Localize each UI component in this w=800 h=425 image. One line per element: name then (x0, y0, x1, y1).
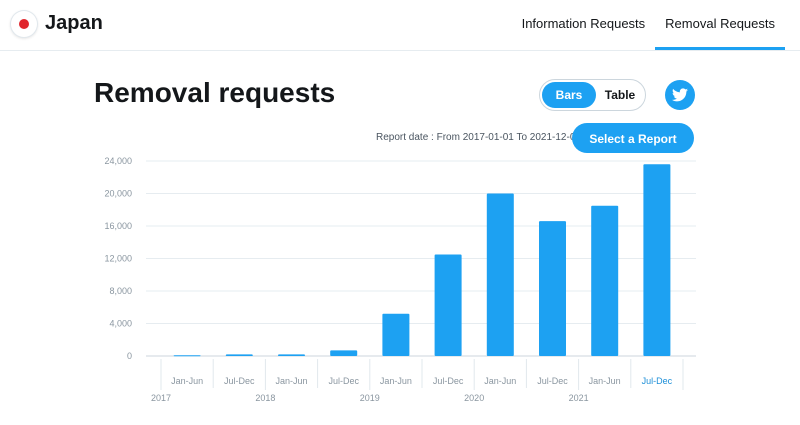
x-year-label: 2019 (360, 393, 380, 403)
tab-information-requests[interactable]: Information Requests (521, 16, 646, 31)
report-date: Report date : From 2017-01-01 To 2021-12… (376, 132, 581, 143)
x-year-label: 2021 (569, 393, 589, 403)
x-category-label: Jan-Jun (171, 376, 203, 386)
twitter-share-button[interactable] (665, 80, 695, 110)
flag-sun (19, 19, 29, 29)
x-category-label: Jul-Dec (224, 376, 255, 386)
y-tick-label: 0 (127, 351, 132, 361)
x-category-label: Jan-Jun (380, 376, 412, 386)
bar (278, 354, 305, 356)
y-tick-label: 12,000 (104, 254, 132, 264)
y-tick-label: 16,000 (104, 221, 132, 231)
view-toggle: Bars Table (539, 79, 646, 111)
x-category-label: Jul-Dec (642, 376, 673, 386)
y-tick-label: 24,000 (104, 156, 132, 166)
y-tick-label: 4,000 (109, 319, 132, 329)
x-year-label: 2018 (255, 393, 275, 403)
tab-removal-requests[interactable]: Removal Requests (655, 0, 785, 50)
select-report-button[interactable]: Select a Report (572, 123, 694, 153)
bars-toggle-button[interactable]: Bars (542, 82, 596, 108)
header: Japan Information Requests Removal Reque… (0, 0, 800, 51)
nav-tabs: Information Requests Removal Requests (512, 0, 785, 50)
twitter-bird-icon (672, 88, 688, 102)
japan-flag-icon (11, 11, 37, 37)
x-category-label: Jul-Dec (537, 376, 568, 386)
page-title: Removal requests (94, 77, 336, 108)
bar (591, 205, 619, 356)
bar (382, 313, 410, 356)
bar (330, 350, 358, 356)
x-category-label: Jul-Dec (433, 376, 464, 386)
bar (643, 164, 671, 356)
x-category-label: Jan-Jun (275, 376, 307, 386)
bar (173, 355, 201, 357)
bar (486, 193, 514, 356)
table-toggle-button[interactable]: Table (604, 88, 636, 102)
x-year-label: 2020 (464, 393, 484, 403)
country-name: Japan (45, 12, 103, 34)
bar (434, 254, 462, 356)
x-year-label: 2017 (151, 393, 171, 403)
x-category-label: Jan-Jun (484, 376, 516, 386)
bar (539, 221, 566, 356)
y-tick-label: 8,000 (109, 286, 132, 296)
y-tick-label: 20,000 (104, 189, 132, 199)
bar (225, 354, 253, 356)
x-category-label: Jan-Jun (589, 376, 621, 386)
x-category-label: Jul-Dec (328, 376, 359, 386)
